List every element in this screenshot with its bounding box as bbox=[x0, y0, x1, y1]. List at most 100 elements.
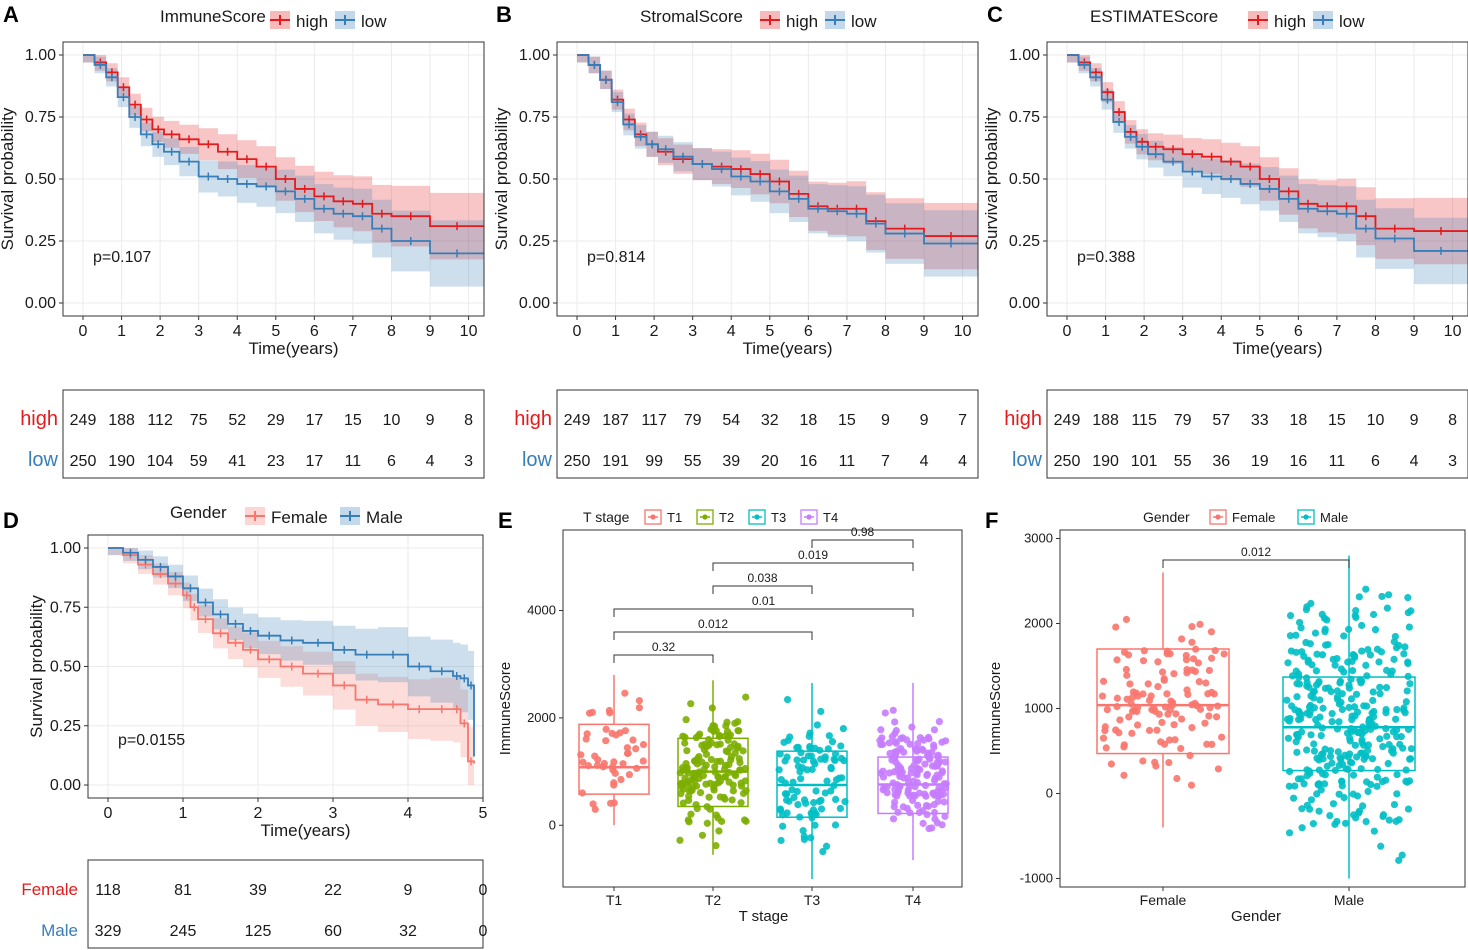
data-point bbox=[1220, 650, 1228, 658]
data-point bbox=[879, 773, 888, 781]
data-point bbox=[729, 787, 737, 795]
box-iqr bbox=[578, 723, 650, 795]
risk-table-cell: 79 bbox=[1174, 412, 1192, 429]
y-tick-label: 0.00 bbox=[519, 295, 550, 312]
data-point bbox=[1307, 796, 1316, 804]
data-point bbox=[1165, 758, 1173, 767]
risk-table-cell: 33 bbox=[1251, 412, 1269, 429]
y-axis-label: Survival probability bbox=[492, 107, 511, 250]
data-point bbox=[710, 784, 718, 792]
data-point bbox=[1289, 794, 1298, 802]
data-point bbox=[635, 704, 643, 712]
data-point bbox=[878, 734, 886, 742]
data-point bbox=[1358, 802, 1367, 810]
panel-letter: D bbox=[3, 508, 19, 533]
confidence-band bbox=[83, 55, 484, 291]
data-point bbox=[1395, 856, 1403, 864]
data-point bbox=[1390, 655, 1398, 663]
data-point bbox=[1395, 641, 1403, 650]
data-point bbox=[921, 760, 929, 768]
data-point bbox=[610, 781, 618, 789]
data-point bbox=[1293, 748, 1301, 756]
data-point bbox=[1406, 755, 1414, 763]
data-point bbox=[1369, 688, 1377, 696]
data-point bbox=[930, 726, 939, 734]
risk-table-cell: 18 bbox=[799, 412, 817, 429]
data-point bbox=[1212, 713, 1221, 721]
data-point bbox=[938, 738, 946, 746]
data-point bbox=[1402, 777, 1410, 785]
data-point bbox=[1312, 681, 1321, 689]
data-point bbox=[1158, 718, 1166, 727]
data-point bbox=[1294, 775, 1303, 783]
data-point bbox=[1400, 650, 1408, 658]
x-tick-label: T1 bbox=[606, 892, 623, 908]
data-point bbox=[1336, 679, 1344, 687]
y-tick-label: 0.50 bbox=[50, 659, 81, 676]
legend-label: Male bbox=[1320, 510, 1348, 525]
y-axis-label: ImmuneScore bbox=[987, 662, 1004, 755]
data-point bbox=[1393, 790, 1401, 798]
risk-table-cell: 20 bbox=[761, 453, 779, 470]
comparison-bracket bbox=[613, 631, 813, 640]
legend-label: low bbox=[1339, 12, 1365, 31]
x-tick-label: 7 bbox=[1332, 323, 1341, 340]
data-point bbox=[931, 774, 939, 782]
data-point bbox=[639, 757, 647, 765]
data-point bbox=[1329, 800, 1338, 808]
data-point bbox=[776, 750, 784, 758]
data-point bbox=[930, 808, 939, 817]
legend-label: T2 bbox=[719, 510, 734, 525]
data-point bbox=[1321, 745, 1329, 753]
data-point bbox=[713, 757, 721, 766]
data-point bbox=[714, 814, 722, 822]
data-point bbox=[1309, 820, 1317, 828]
data-point bbox=[722, 747, 730, 755]
data-point bbox=[1349, 650, 1357, 659]
y-axis-label: ImmuneScore bbox=[497, 662, 514, 755]
comparison-p-value: 0.019 bbox=[798, 548, 828, 562]
legend-key-dot bbox=[650, 514, 656, 520]
x-tick-label: 10 bbox=[460, 323, 478, 340]
data-point bbox=[782, 796, 791, 804]
y-tick-label: 0.25 bbox=[519, 233, 550, 250]
data-point bbox=[1160, 676, 1168, 684]
risk-table-cell: 19 bbox=[1251, 453, 1269, 470]
confidence-band bbox=[1067, 55, 1468, 289]
risk-table-cell: 4 bbox=[1410, 453, 1419, 470]
data-point bbox=[793, 744, 801, 752]
data-point bbox=[681, 739, 689, 747]
data-point bbox=[1126, 680, 1134, 688]
data-point bbox=[1404, 805, 1413, 813]
data-point bbox=[1207, 628, 1216, 636]
data-point bbox=[679, 799, 687, 807]
data-point bbox=[1128, 707, 1137, 716]
comparison-bracket bbox=[1162, 559, 1350, 568]
data-point bbox=[1364, 787, 1372, 796]
data-point bbox=[1373, 773, 1381, 781]
risk-table-cell: 8 bbox=[464, 412, 473, 429]
data-point bbox=[807, 834, 815, 842]
data-point bbox=[880, 784, 888, 792]
data-point bbox=[1122, 665, 1130, 674]
x-tick-label: 1 bbox=[1101, 323, 1110, 340]
y-tick-label: 0.75 bbox=[1009, 109, 1040, 126]
data-point bbox=[879, 767, 887, 775]
risk-table-cell: 99 bbox=[645, 453, 663, 470]
data-point bbox=[1326, 752, 1335, 761]
data-point bbox=[742, 693, 750, 701]
data-point bbox=[1173, 774, 1181, 783]
data-point bbox=[1392, 817, 1400, 825]
data-point bbox=[783, 753, 791, 761]
data-point bbox=[1123, 671, 1131, 679]
data-point bbox=[800, 796, 809, 804]
data-point bbox=[1311, 629, 1320, 637]
data-point bbox=[1401, 643, 1409, 651]
risk-table-cell: 41 bbox=[228, 453, 246, 470]
data-point bbox=[1178, 635, 1186, 643]
data-point bbox=[1366, 715, 1374, 723]
data-point bbox=[1170, 670, 1178, 678]
data-point bbox=[1316, 713, 1324, 721]
data-point bbox=[1393, 770, 1401, 779]
data-point bbox=[939, 790, 948, 798]
